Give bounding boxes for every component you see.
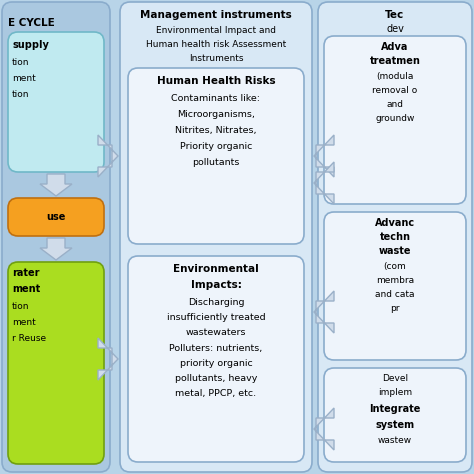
Text: Management instruments: Management instruments <box>140 10 292 20</box>
Text: supply: supply <box>12 40 49 50</box>
Text: Nitrites, Nitrates,: Nitrites, Nitrates, <box>175 126 257 135</box>
Text: waste: waste <box>379 246 411 256</box>
FancyBboxPatch shape <box>128 68 304 244</box>
Text: implem: implem <box>378 388 412 397</box>
Text: Tec: Tec <box>385 10 405 20</box>
Text: pollutants: pollutants <box>192 158 240 167</box>
Text: pollutants, heavy: pollutants, heavy <box>175 374 257 383</box>
FancyBboxPatch shape <box>8 262 104 464</box>
Text: Microorganisms,: Microorganisms, <box>177 110 255 119</box>
FancyBboxPatch shape <box>324 212 466 360</box>
Polygon shape <box>314 135 334 177</box>
Text: Human Health Risks: Human Health Risks <box>157 76 275 86</box>
Text: wastew: wastew <box>378 436 412 445</box>
Text: r Reuse: r Reuse <box>12 334 46 343</box>
Text: ment: ment <box>12 284 40 294</box>
Text: ment: ment <box>12 318 36 327</box>
Text: Advanc: Advanc <box>375 218 415 228</box>
Text: wastewaters: wastewaters <box>186 328 246 337</box>
Text: Environmental: Environmental <box>173 264 259 274</box>
Text: tion: tion <box>12 90 29 99</box>
Text: groundw: groundw <box>375 114 415 123</box>
Text: membra: membra <box>376 276 414 285</box>
Text: Priority organic: Priority organic <box>180 142 252 151</box>
Text: tion: tion <box>12 58 29 67</box>
Text: Contaminants like:: Contaminants like: <box>172 94 261 103</box>
Text: Human health risk Assessment: Human health risk Assessment <box>146 40 286 49</box>
Text: Integrate: Integrate <box>369 404 421 414</box>
Polygon shape <box>40 238 72 260</box>
Polygon shape <box>40 174 72 196</box>
Text: ment: ment <box>12 74 36 83</box>
FancyBboxPatch shape <box>318 2 472 472</box>
FancyBboxPatch shape <box>324 368 466 462</box>
Text: tion: tion <box>12 302 29 311</box>
Text: and cata: and cata <box>375 290 415 299</box>
Polygon shape <box>98 338 118 380</box>
Polygon shape <box>314 408 334 450</box>
Text: priority organic: priority organic <box>180 359 252 368</box>
Text: pr: pr <box>390 304 400 313</box>
Polygon shape <box>314 291 334 333</box>
Text: Instruments: Instruments <box>189 54 243 63</box>
Text: removal o: removal o <box>373 86 418 95</box>
Text: Devel: Devel <box>382 374 408 383</box>
Text: E CYCLE: E CYCLE <box>8 18 55 28</box>
Text: use: use <box>46 212 66 222</box>
FancyBboxPatch shape <box>8 32 104 172</box>
FancyBboxPatch shape <box>8 198 104 236</box>
Text: dev: dev <box>386 24 404 34</box>
Text: techn: techn <box>380 232 410 242</box>
FancyBboxPatch shape <box>120 2 312 472</box>
Text: insufficiently treated: insufficiently treated <box>167 313 265 322</box>
Text: (com: (com <box>383 262 406 271</box>
Text: Discharging: Discharging <box>188 298 244 307</box>
Text: Adva: Adva <box>381 42 409 52</box>
Text: treatmen: treatmen <box>370 56 420 66</box>
Text: and: and <box>386 100 403 109</box>
Polygon shape <box>314 162 334 204</box>
FancyBboxPatch shape <box>128 256 304 462</box>
Text: Polluters: nutrients,: Polluters: nutrients, <box>169 344 263 353</box>
Text: system: system <box>375 420 415 430</box>
Text: (modula: (modula <box>376 72 414 81</box>
Text: Environmental Impact and: Environmental Impact and <box>156 26 276 35</box>
Text: Impacts:: Impacts: <box>191 280 241 290</box>
FancyBboxPatch shape <box>2 2 110 472</box>
Text: rater: rater <box>12 268 39 278</box>
Text: metal, PPCP, etc.: metal, PPCP, etc. <box>175 389 256 398</box>
Polygon shape <box>98 135 118 177</box>
FancyBboxPatch shape <box>324 36 466 204</box>
